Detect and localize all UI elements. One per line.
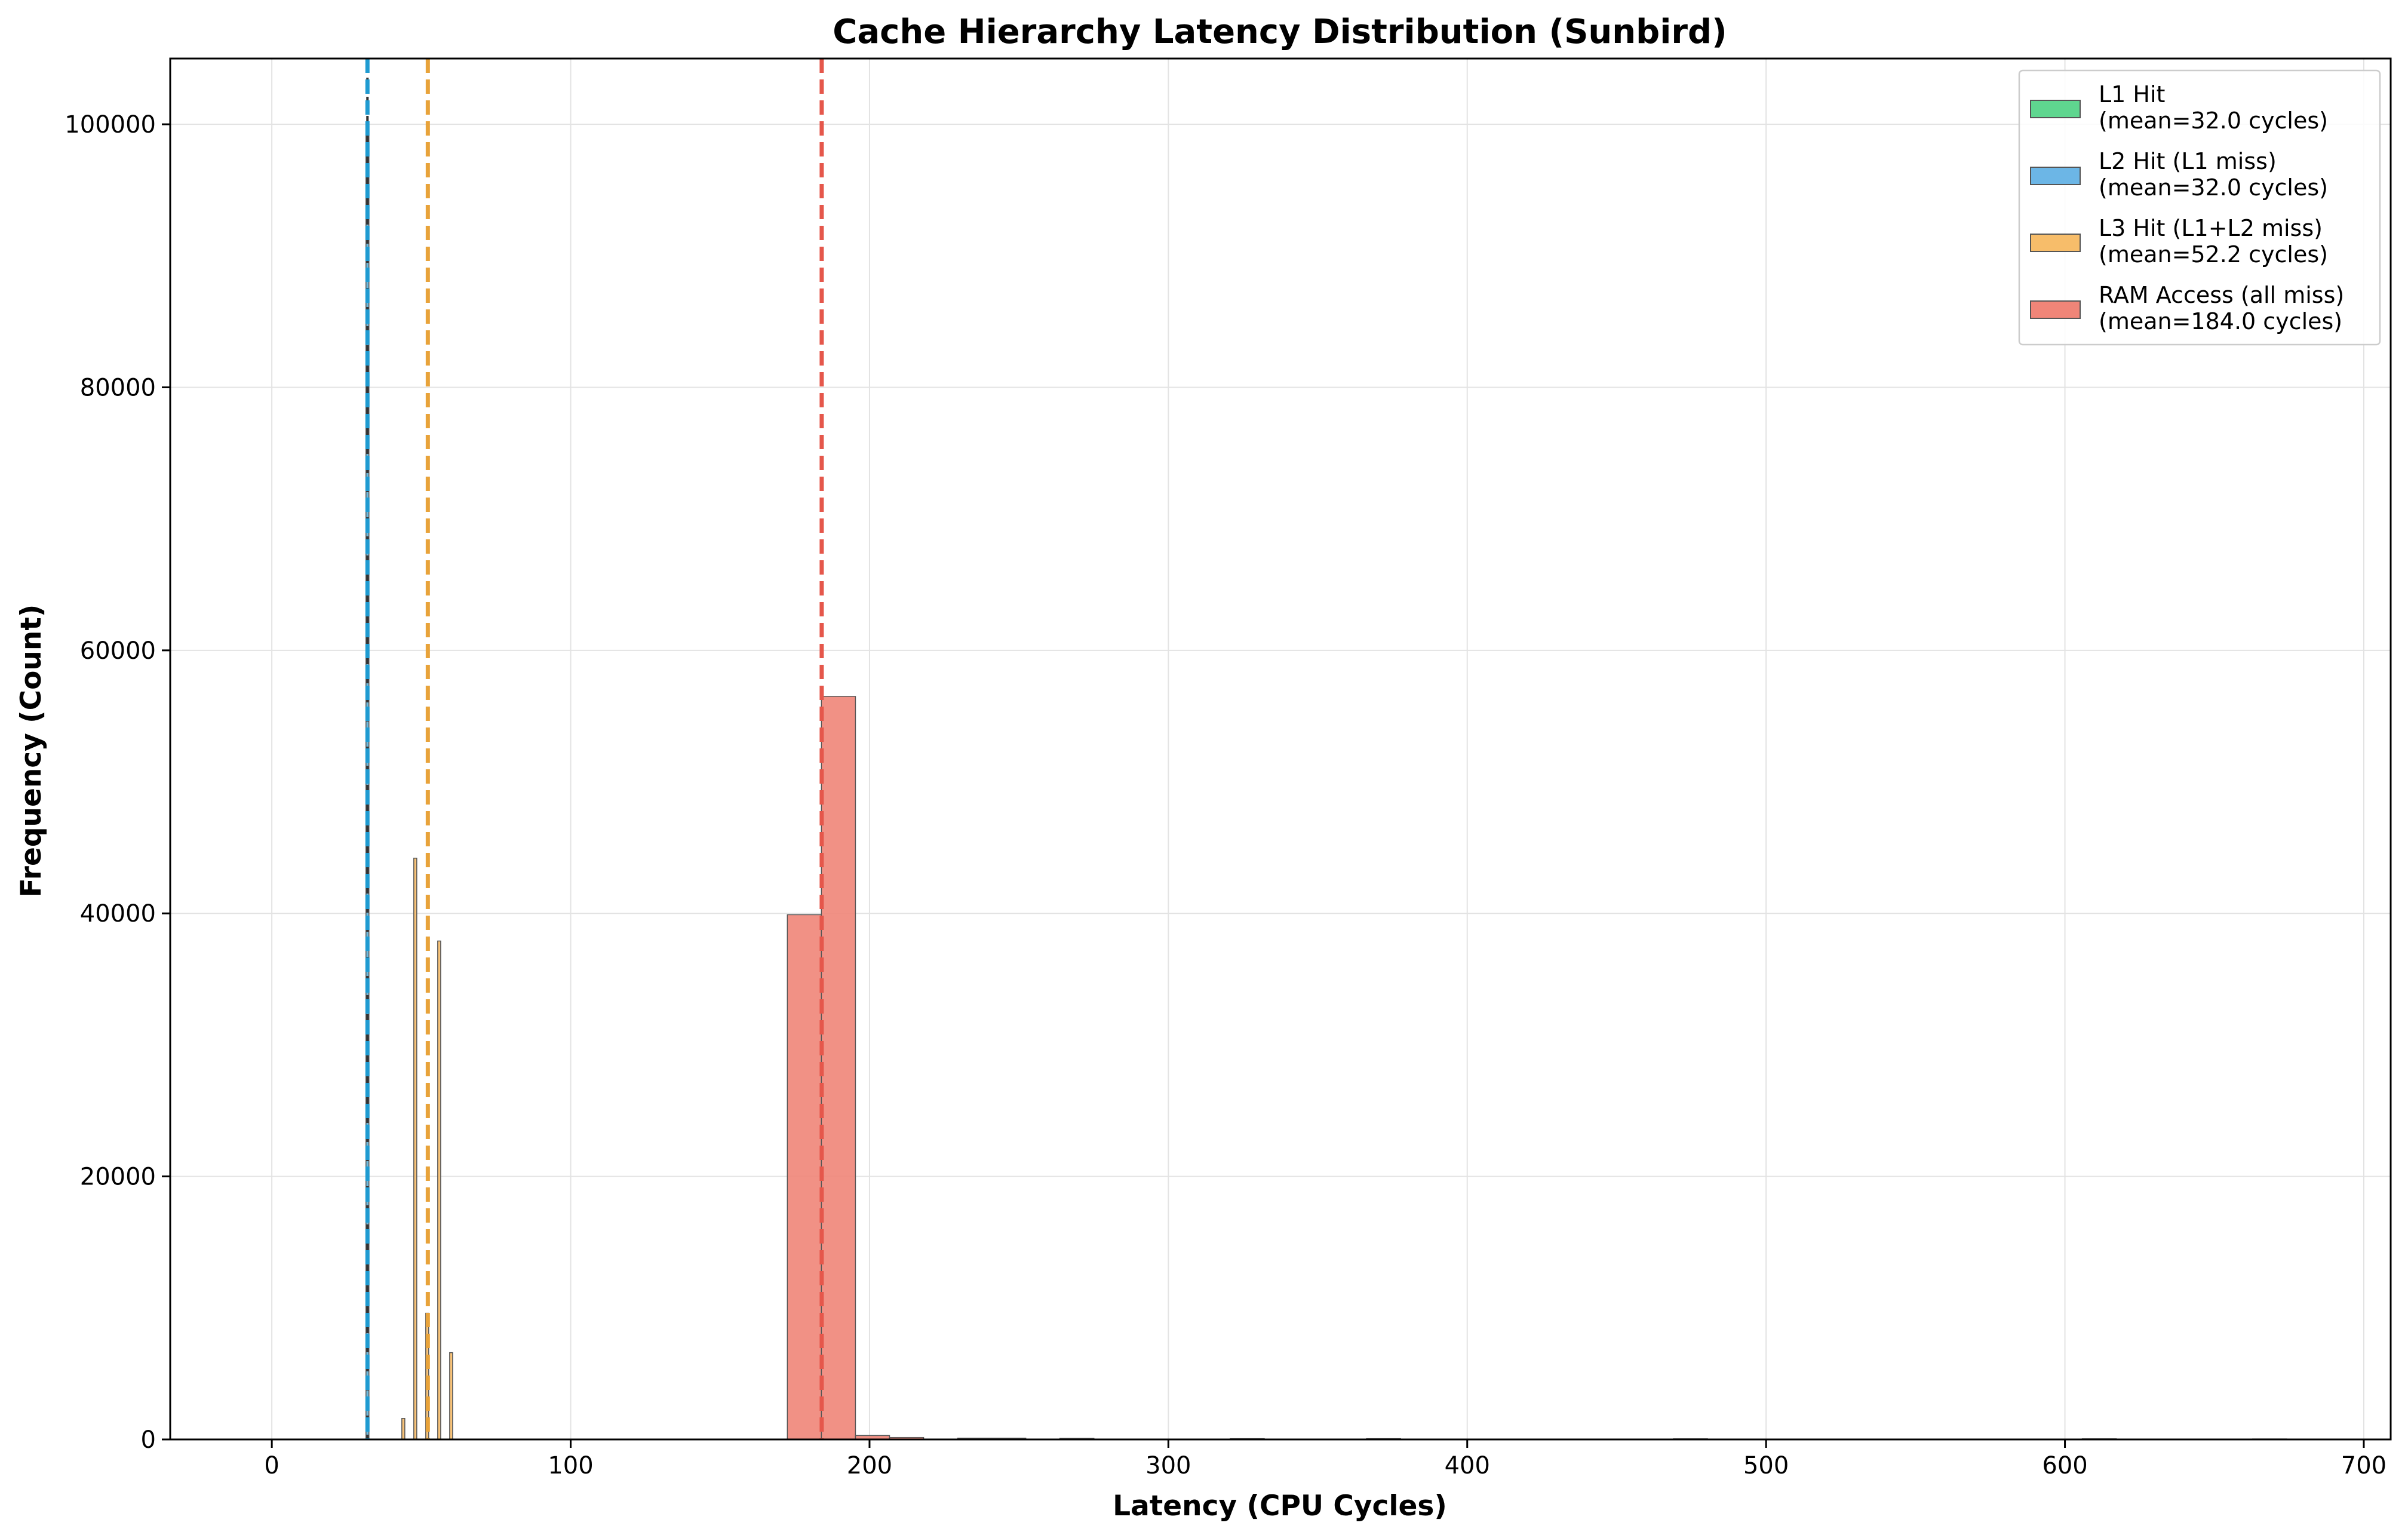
y-tick-label: 0 [141, 1426, 156, 1454]
legend-swatch [2030, 234, 2081, 252]
legend-mean-label: (mean=32.0 cycles) [2099, 174, 2328, 201]
legend-box [2018, 69, 2381, 346]
legend-label: L3 Hit (L1+L2 miss) [2099, 215, 2323, 241]
chart-title: Cache Hierarchy Latency Distribution (Su… [833, 13, 1727, 51]
legend-label: L2 Hit (L1 miss) [2099, 148, 2277, 174]
legend-swatch [2030, 100, 2081, 118]
histogram-bar-series-3 [437, 940, 441, 1440]
legend-mean-label: (mean=184.0 cycles) [2099, 308, 2342, 334]
histogram-bar-series-3 [413, 858, 417, 1440]
legend-mean-label: (mean=32.0 cycles) [2099, 108, 2328, 134]
x-tick-label: 400 [1445, 1452, 1490, 1479]
histogram-bar-series-4 [821, 696, 856, 1440]
x-tick-label: 300 [1145, 1452, 1191, 1479]
y-tick-label: 100000 [64, 111, 156, 139]
x-tick-label: 200 [847, 1452, 892, 1479]
x-axis-ticks: 0 100 200 300 400 500 600 700 [264, 1439, 2386, 1479]
y-tick-label: 40000 [80, 900, 156, 928]
legend-label: L1 Hit [2099, 81, 2165, 108]
x-tick-label: 0 [264, 1452, 279, 1479]
y-tick-label: 20000 [80, 1164, 156, 1191]
plot-area-frame [169, 57, 2392, 1441]
x-tick-label: 600 [2042, 1452, 2087, 1479]
legend: L1 Hit(mean=32.0 cycles)L2 Hit (L1 miss)… [2018, 69, 2381, 346]
x-tick-label: 500 [1743, 1452, 1789, 1479]
y-tick-label: 60000 [80, 637, 156, 665]
x-axis-title: Latency (CPU Cycles) [1113, 1490, 1447, 1522]
x-tick-label: 100 [548, 1452, 593, 1479]
histogram-bar-series-3 [449, 1352, 453, 1440]
legend-mean-label: (mean=52.2 cycles) [2099, 241, 2328, 268]
y-axis-title: Frequency (Count) [15, 604, 48, 898]
histogram-bar-series-4 [787, 914, 822, 1440]
mean-lines [365, 59, 824, 1439]
histogram-bars [366, 124, 2287, 1440]
legend-swatch [2030, 300, 2081, 319]
x-tick-label: 700 [2341, 1452, 2386, 1479]
legend-swatch [2030, 167, 2081, 185]
histogram-bar-series-3 [401, 1418, 406, 1440]
y-tick-label: 80000 [80, 374, 156, 401]
legend-label: RAM Access (all miss) [2099, 282, 2344, 308]
y-axis-ticks: 0 20000 40000 60000 80000 100000 [64, 111, 170, 1454]
